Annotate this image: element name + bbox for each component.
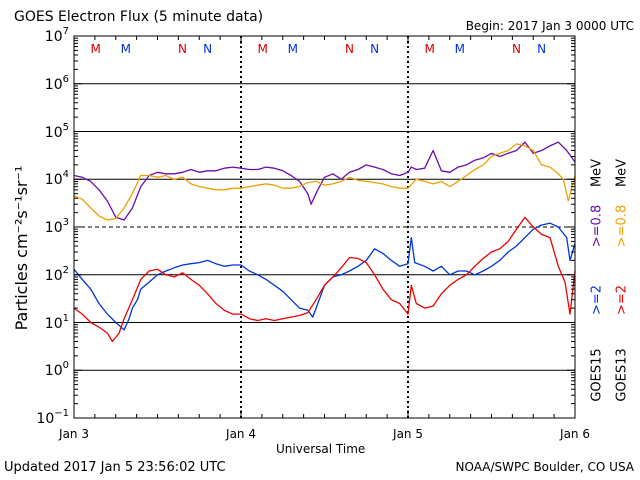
x-tick-label: Jan 5 xyxy=(393,427,423,441)
x-tick-label: Jan 3 xyxy=(59,427,89,441)
orbit-marker-label: M xyxy=(257,42,268,56)
y-tick-label: 103 xyxy=(44,218,69,236)
orbit-marker-label: M xyxy=(424,42,435,56)
y-tick-exponent: 4 xyxy=(62,169,69,181)
y-tick-exponent: 0 xyxy=(62,360,69,372)
orbit-marker-label: N xyxy=(370,42,380,56)
y-tick-label: 107 xyxy=(44,27,69,45)
y-tick-label: 100 xyxy=(44,361,69,380)
series-line-goes15-2-mev xyxy=(73,222,576,331)
credit-text: NOAA/SWPC Boulder, CO USA xyxy=(455,460,634,474)
y-tick-base: 10 xyxy=(44,267,63,284)
right-label-goes13-2mev: >=2 xyxy=(614,284,630,316)
orbit-marker-label: N xyxy=(178,42,188,56)
orbit-marker-label: N xyxy=(203,42,213,56)
y-tick-label: 106 xyxy=(44,74,69,93)
orbit-marker-label: M xyxy=(287,42,298,56)
y-tick-label: 104 xyxy=(44,170,69,189)
y-tick-base: 10 xyxy=(44,220,63,236)
plot-grid xyxy=(74,36,575,418)
y-axis-title: Particles cm⁻²s⁻¹sr⁻¹ xyxy=(12,165,31,331)
y-tick-base: 10 xyxy=(44,29,63,45)
y-tick-exponent: 3 xyxy=(62,217,69,228)
series-line-goes15-0-8-mev xyxy=(73,141,576,221)
right-label-unit: MeV xyxy=(614,158,630,188)
y-tick-exponent: −1 xyxy=(54,408,69,419)
orbit-marker-label: N xyxy=(345,42,355,56)
x-tick-label: Jan 4 xyxy=(226,427,256,441)
y-tick-label: 101 xyxy=(44,313,69,332)
y-tick-base: 10 xyxy=(44,172,63,189)
y-tick-base: 10 xyxy=(44,124,63,141)
orbit-marker-label: N xyxy=(537,42,547,56)
x-tick-label: Jan 6 xyxy=(560,427,590,441)
y-tick-exponent: 5 xyxy=(62,121,69,133)
y-tick-label: 105 xyxy=(44,122,69,141)
right-label-goes15-08mev: >=0.8 xyxy=(589,204,605,248)
right-label-unit: MeV xyxy=(589,158,605,188)
plot-axis-marks xyxy=(73,35,576,419)
orbit-marker-label: N xyxy=(512,42,522,56)
right-label-goes15-2mev: >=2 xyxy=(589,284,605,316)
chart-title: GOES Electron Flux (5 minute data) xyxy=(14,9,264,25)
y-tick-exponent: 6 xyxy=(62,73,69,85)
x-axis-title: Universal Time xyxy=(276,442,366,456)
y-tick-base: 10 xyxy=(36,411,55,427)
plot-series xyxy=(73,141,576,343)
y-tick-exponent: 2 xyxy=(62,264,69,276)
y-tick-exponent: 1 xyxy=(62,312,69,324)
updated-time: Updated 2017 Jan 5 23:56:02 UTC xyxy=(4,460,226,475)
y-tick-base: 10 xyxy=(44,315,63,332)
right-label-goes15: GOES15 xyxy=(589,348,605,402)
y-tick-label: 102 xyxy=(44,265,69,284)
right-label-goes13-08mev: >=0.8 xyxy=(614,204,630,248)
y-tick-label: 10−1 xyxy=(36,409,69,427)
y-tick-base: 10 xyxy=(44,76,63,93)
y-tick-base: 10 xyxy=(44,363,63,380)
right-label-goes13: GOES13 xyxy=(614,348,630,402)
begin-time: Begin: 2017 Jan 3 0000 UTC xyxy=(465,19,634,33)
series-line-goes13-2-mev xyxy=(73,216,576,343)
orbit-marker-label: M xyxy=(454,42,465,56)
y-tick-exponent: 7 xyxy=(62,26,69,37)
series-line-goes13-0-8-mev xyxy=(73,143,576,221)
orbit-marker-label: M xyxy=(90,42,101,56)
orbit-marker-label: M xyxy=(120,42,131,56)
plot-frame xyxy=(73,35,576,419)
